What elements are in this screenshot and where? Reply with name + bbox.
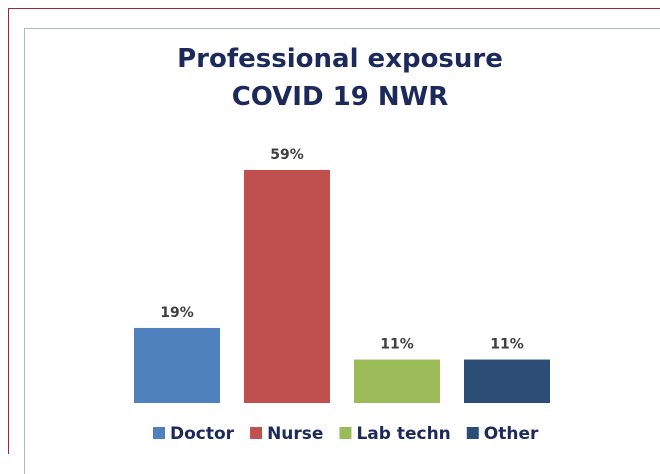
legend-label: Nurse	[267, 424, 323, 444]
bar	[354, 359, 440, 403]
legend-label: Doctor	[170, 424, 235, 444]
value-label: 59%	[270, 147, 304, 163]
legend-swatch	[339, 427, 352, 439]
legend-swatch	[466, 427, 479, 439]
legend-swatch	[250, 427, 263, 439]
chart-area	[24, 28, 660, 474]
value-label: 11%	[490, 337, 524, 353]
legend-swatch	[153, 427, 165, 439]
outer-frame	[8, 8, 660, 454]
page: {"chart_data": {"type": "bar", "title": …	[8, 8, 660, 474]
legend-label: Other	[484, 424, 539, 444]
bar	[244, 169, 330, 403]
value-label: 11%	[380, 337, 414, 353]
bar	[464, 359, 550, 403]
value-label: 19%	[160, 305, 194, 321]
bar	[134, 327, 220, 403]
chart: 19% 59% 11% 11% Doctor Nurse Lab techn Other	[134, 147, 550, 444]
legend-label: Lab techn	[356, 424, 450, 444]
chart-title: Professional exposure COVID 19 NWR	[177, 44, 503, 112]
